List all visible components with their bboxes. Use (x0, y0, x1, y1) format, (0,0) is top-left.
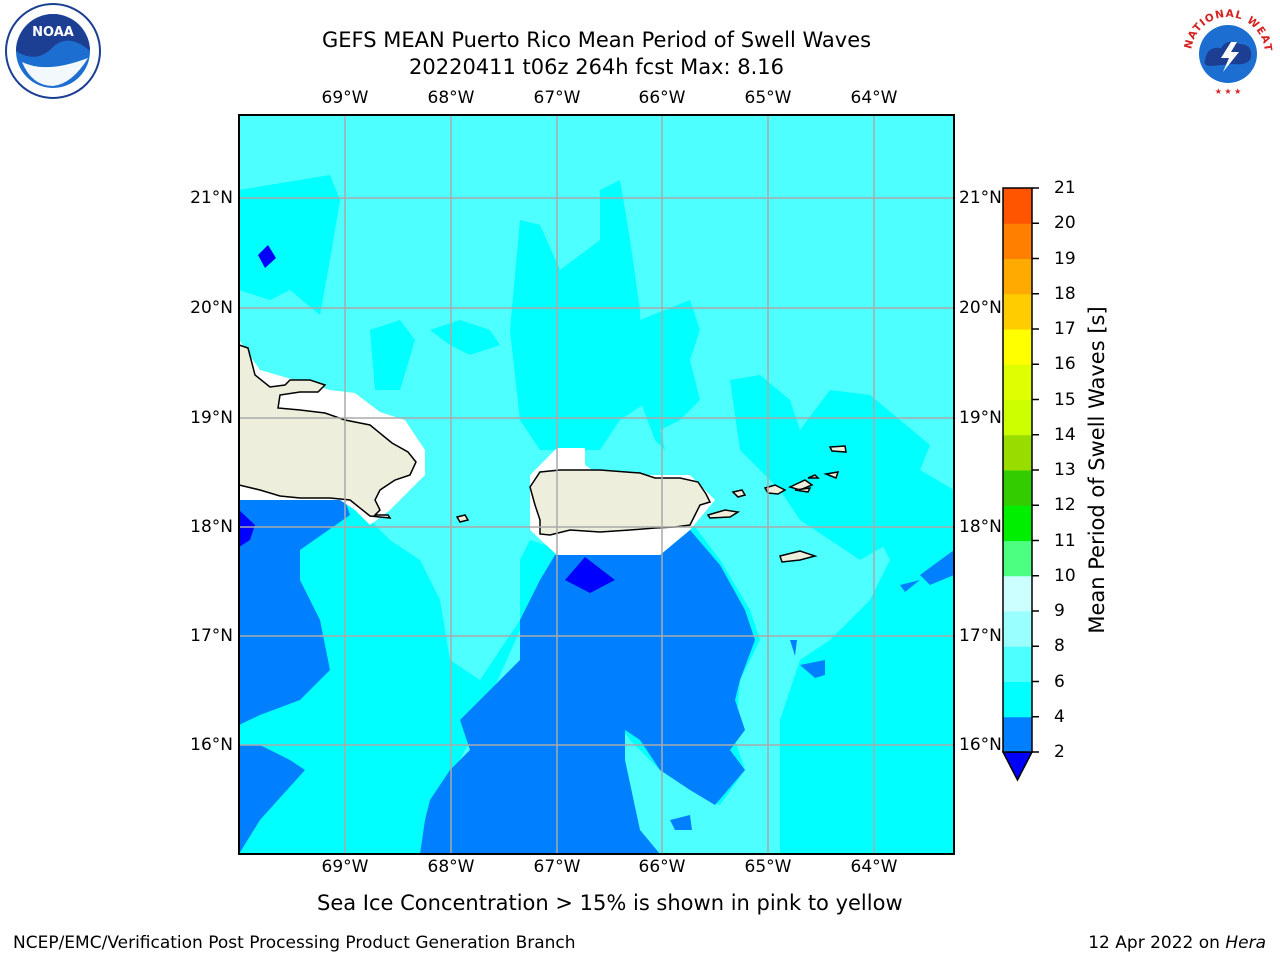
puerto-rico-land (529, 469, 712, 536)
chart-subtitle: 20220411 t06z 264h fcst Max: 8.16 (409, 55, 784, 79)
colorbar-band (1003, 646, 1032, 682)
colorbar-tick-label: 14 (1054, 424, 1076, 445)
nws-logo-icon: NATIONAL WEATHER SERVICE ★ ★ ★ (1177, 2, 1275, 99)
lat-label-left: 20°N (190, 298, 233, 318)
colorbar-band (1003, 223, 1032, 259)
hispaniola-land (239, 344, 417, 519)
colorbar-tick-label: 11 (1054, 530, 1076, 551)
lat-label-right: 19°N (959, 408, 1002, 428)
colorbar-tick-label: 2 (1054, 742, 1065, 762)
swell-contour-4-6 (239, 500, 954, 854)
colorbar-band (1003, 434, 1032, 471)
colorbar-label: Mean Period of Swell Waves [s] (1085, 306, 1109, 634)
land-masses (239, 344, 847, 563)
colorbar-tick-label: 19 (1054, 248, 1076, 269)
lon-label-bottom: 69°W (321, 857, 369, 877)
lon-label-top: 68°W (427, 88, 475, 108)
lat-label-right: 17°N (959, 626, 1002, 646)
footer-date: 12 Apr 2022 on Hera (1088, 933, 1266, 953)
lat-label-right: 18°N (959, 517, 1002, 537)
colorbar-tick-label: 18 (1054, 283, 1076, 304)
lon-label-top: 64°W (850, 88, 898, 108)
lon-label-top: 67°W (533, 88, 581, 108)
noaa-logo-icon: NOAA (5, 3, 101, 99)
colorbar-band (1003, 329, 1032, 365)
lat-label-left: 18°N (190, 517, 233, 537)
lat-label-right: 20°N (959, 298, 1002, 318)
colorbar-band (1003, 364, 1032, 400)
colorbar-tick-label: 15 (1054, 389, 1076, 410)
colorbar-band (1003, 399, 1032, 436)
lat-label-left: 21°N (190, 188, 233, 208)
colorbar-band (1003, 540, 1032, 577)
colorbar-band (1003, 575, 1032, 612)
colorbar-tick-label: 12 (1054, 495, 1076, 516)
lat-label-right: 16°N (959, 735, 1002, 755)
colorbar-tick-label: 8 (1054, 636, 1065, 657)
lat-label-left: 16°N (190, 735, 233, 755)
colorbar-tick-label: 21 (1054, 178, 1076, 198)
colorbar-band (1003, 716, 1032, 753)
colorbar-tick-label: 9 (1054, 601, 1065, 621)
swell-contour-2-4 (239, 245, 615, 593)
colorbar-tick-label: 17 (1054, 319, 1076, 339)
colorbar-tick-label: 16 (1054, 354, 1076, 375)
colorbar-band (1003, 505, 1032, 541)
colorbar-tick-label: 6 (1054, 671, 1065, 692)
colorbar-tick-label: 10 (1054, 565, 1076, 586)
chart-title: GEFS MEAN Puerto Rico Mean Period of Swe… (321, 28, 872, 52)
colorbar-extend-arrow (1001, 751, 1034, 782)
lon-label-bottom: 66°W (638, 857, 686, 877)
footer-credit: NCEP/EMC/Verification Post Processing Pr… (13, 933, 576, 953)
map-frame (238, 114, 955, 855)
lon-label-bottom: 67°W (533, 857, 581, 877)
lat-label-left: 19°N (190, 408, 233, 428)
colorbar-band (1003, 681, 1032, 718)
colorbar-band (1003, 611, 1032, 647)
lon-label-bottom: 65°W (744, 857, 792, 877)
graticule (239, 115, 954, 854)
lon-label-top: 69°W (321, 88, 369, 108)
lat-label-left: 17°N (190, 626, 233, 646)
colorbar-band (1003, 258, 1032, 295)
colorbar-tick-label: 13 (1054, 460, 1076, 480)
lon-label-bottom: 68°W (427, 857, 475, 877)
sea-ice-note: Sea Ice Concentration > 15% is shown in … (317, 891, 903, 915)
noaa-logo-text: NOAA (32, 25, 74, 40)
colorbar-tick-label: 20 (1054, 213, 1076, 234)
colorbar-band (1003, 293, 1032, 330)
footer-host: Hera (1225, 933, 1266, 953)
colorbar-band (1003, 188, 1032, 224)
colorbar (1001, 187, 1039, 782)
svg-text:★ ★ ★: ★ ★ ★ (1215, 87, 1242, 96)
lon-label-top: 66°W (638, 88, 686, 108)
lat-label-right: 21°N (959, 188, 1002, 208)
footer-date-text: 12 Apr 2022 on (1088, 933, 1226, 953)
lon-label-bottom: 64°W (850, 857, 898, 877)
lon-label-top: 65°W (744, 88, 792, 108)
colorbar-tick-label: 4 (1054, 706, 1065, 727)
colorbar-band (1003, 470, 1032, 506)
